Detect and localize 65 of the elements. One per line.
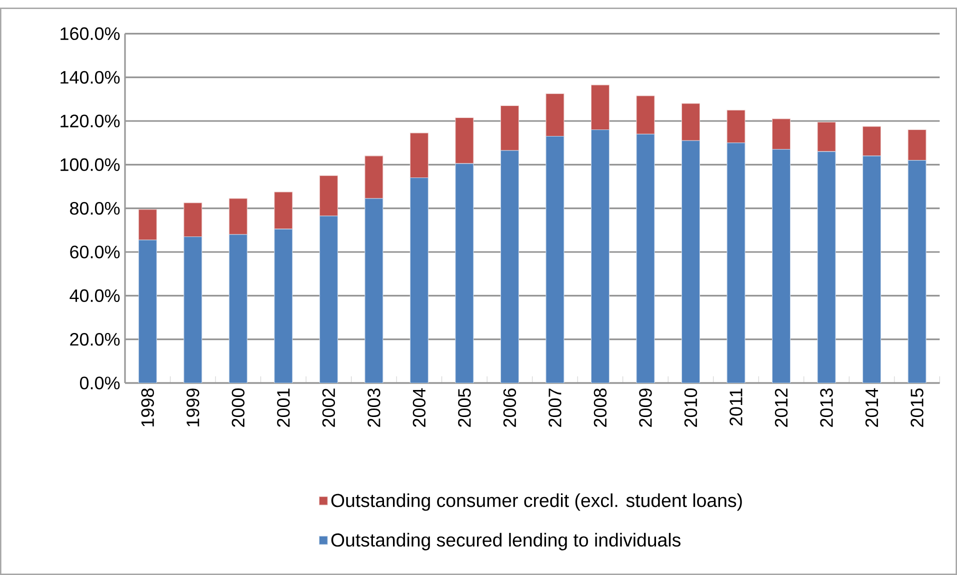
x-tick-label: 1999: [186, 388, 200, 426]
y-tick-label: 140.0%: [60, 70, 120, 84]
bar: [500, 150, 519, 384]
bar: [681, 140, 700, 384]
bar: [681, 103, 700, 141]
y-tick-label: 120.0%: [60, 114, 120, 128]
bar: [228, 198, 248, 235]
bar: [410, 132, 428, 178]
bar: [726, 142, 746, 384]
x-tick-label: 2009: [639, 388, 652, 427]
bar: [455, 117, 474, 164]
bar: [817, 122, 836, 152]
y-tick-label: 0.0%: [80, 376, 120, 390]
y-tick-label: 100.0%: [60, 158, 120, 172]
bar: [319, 216, 338, 384]
x-tick-label: 2000: [232, 388, 245, 427]
bar: [184, 202, 202, 237]
bar: [410, 178, 428, 384]
y-tick-label: 20.0%: [70, 332, 120, 346]
bar: [908, 160, 926, 384]
bar: [274, 192, 293, 230]
y-tick-label: 60.0%: [70, 246, 120, 258]
bar: [772, 149, 791, 384]
bar: [184, 236, 202, 384]
x-tick-label: 2015: [910, 388, 924, 427]
bar: [636, 134, 655, 384]
x-tick-label: 2002: [322, 388, 336, 427]
x-tick-label: 2011: [730, 388, 742, 426]
bar: [138, 209, 157, 240]
bar: [817, 151, 836, 384]
bar: [546, 136, 564, 384]
bar: [546, 93, 564, 137]
bar: [726, 110, 746, 144]
x-tick-label: 2004: [412, 388, 426, 427]
bar: [138, 240, 157, 384]
x-tick-label: 2003: [368, 388, 380, 427]
x-tick-label: 2005: [458, 388, 471, 427]
bar: [862, 126, 882, 156]
bar: [908, 129, 926, 161]
bar: [500, 105, 519, 151]
bar: [364, 156, 384, 199]
x-tick-label: 2012: [774, 388, 788, 427]
bar: [319, 175, 338, 216]
x-tick-label: 2010: [684, 388, 698, 427]
bar: [636, 96, 655, 134]
x-tick-label: 2006: [503, 388, 516, 427]
y-tick-label: 40.0%: [70, 289, 120, 302]
bar: [590, 129, 610, 384]
bar: [274, 228, 293, 384]
x-tick-label: 2013: [820, 388, 833, 427]
bar: [364, 198, 384, 384]
bar: [590, 84, 610, 130]
x-tick-label: 2001: [277, 388, 290, 427]
bar: [772, 118, 791, 150]
bar: [228, 234, 248, 384]
bar: [455, 163, 474, 384]
x-tick-label: 1998: [141, 388, 154, 426]
x-tick-label: 2007: [548, 388, 562, 427]
y-tick-label: 80.0%: [70, 202, 120, 215]
y-tick-label: 160.0%: [60, 27, 120, 40]
x-tick-label: 2014: [865, 388, 878, 427]
legend-label: Outstanding secured lending to individuals: [331, 532, 680, 550]
x-tick-label: 2008: [594, 388, 607, 427]
legend-label: Outstanding consumer credit (excl. student loans): [331, 493, 742, 511]
bar: [862, 156, 882, 384]
